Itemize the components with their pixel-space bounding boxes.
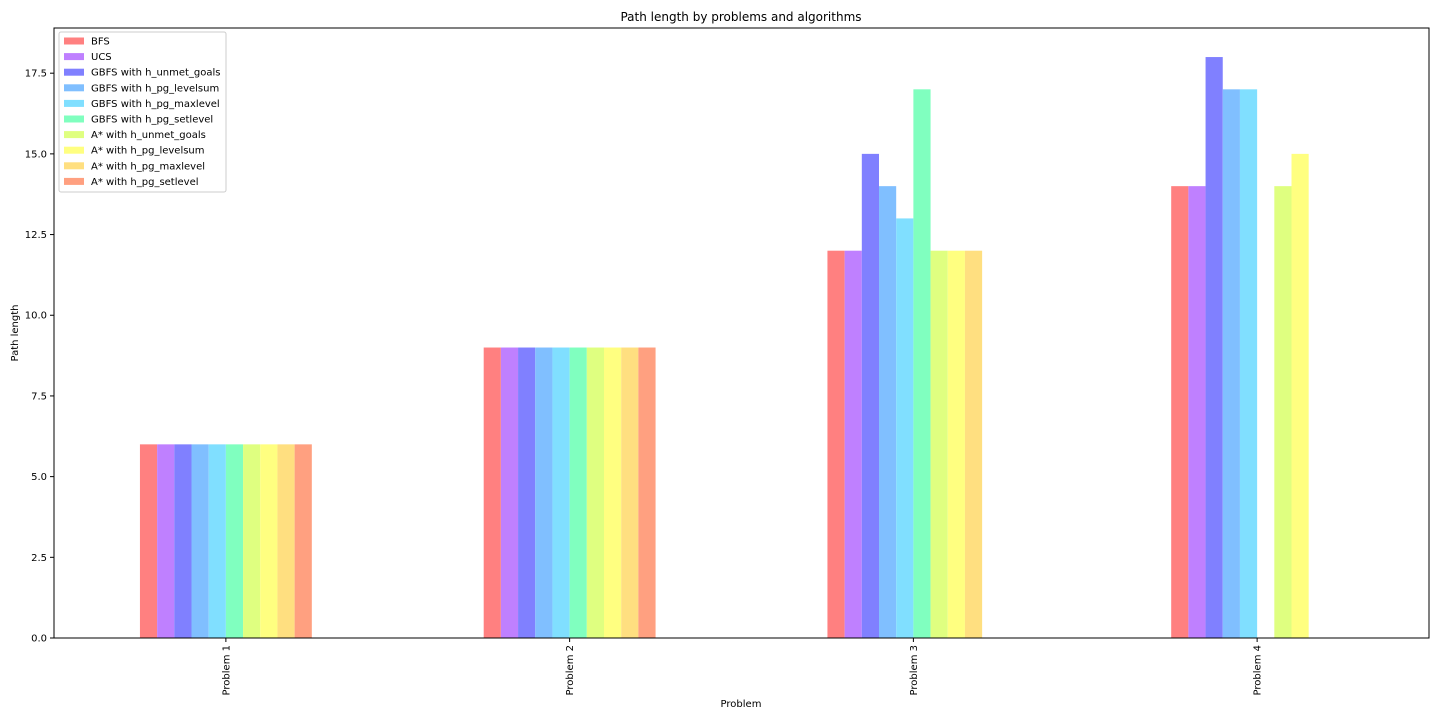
- y-tick-label: 10.0: [25, 311, 47, 322]
- legend-label: A* with h_pg_maxlevel: [91, 161, 205, 172]
- bar: [294, 444, 312, 638]
- bar: [947, 250, 965, 638]
- y-tick-label: 12.5: [25, 230, 47, 241]
- bar: [260, 444, 278, 638]
- bar: [191, 444, 209, 638]
- legend-label: GBFS with h_unmet_goals: [91, 68, 221, 79]
- legend-label: BFS: [91, 37, 110, 48]
- bar: [604, 347, 622, 638]
- bar: [621, 347, 639, 638]
- chart-title: Path length by problems and algorithms: [620, 10, 861, 24]
- y-tick-label: 0.0: [31, 634, 47, 645]
- bar: [225, 444, 244, 638]
- legend-label: A* with h_unmet_goals: [91, 130, 206, 141]
- x-axis-label: Problem: [721, 699, 762, 710]
- y-tick-label: 2.5: [31, 553, 47, 564]
- bar: [896, 218, 914, 639]
- bar: [879, 186, 897, 638]
- bar: [518, 347, 536, 638]
- legend-label: GBFS with h_pg_setlevel: [91, 115, 213, 126]
- legend-swatch: [64, 131, 84, 139]
- bar: [1222, 89, 1240, 638]
- bar: [930, 250, 948, 638]
- x-tick-label: Problem 1: [221, 645, 232, 695]
- legend-swatch: [64, 84, 84, 92]
- bar: [552, 347, 570, 638]
- y-tick-label: 7.5: [31, 391, 47, 402]
- bar: [913, 89, 931, 638]
- bar: [964, 250, 983, 638]
- x-tick-label: Problem 3: [909, 645, 920, 695]
- legend-swatch: [64, 177, 84, 185]
- legend-label: GBFS with h_pg_maxlevel: [91, 99, 220, 110]
- bar: [827, 250, 845, 638]
- bars-layer: [139, 57, 1309, 639]
- legend: BFS UCS GBFS with h_unmet_goals GBFS with h…: [58, 31, 227, 193]
- plot-frame: [53, 27, 1430, 639]
- y-axis-label: Path length: [10, 304, 21, 361]
- y-tick-label: 15.0: [25, 149, 47, 160]
- legend-swatch: [64, 68, 84, 76]
- y-tick-label: 17.5: [25, 69, 47, 80]
- x-tick-label: Problem 2: [565, 645, 576, 695]
- bar: [1205, 57, 1223, 639]
- legend-swatch: [64, 99, 84, 107]
- bar: [844, 250, 862, 638]
- legend-label: GBFS with h_pg_levelsum: [91, 83, 219, 94]
- bar: [483, 347, 501, 638]
- legend-label: UCS: [91, 52, 112, 63]
- bar: [500, 347, 519, 638]
- bar: [1239, 89, 1258, 638]
- bar: [139, 444, 158, 638]
- bar: [277, 444, 295, 638]
- bar: [1274, 186, 1292, 638]
- legend-box: [58, 31, 227, 193]
- bar: [861, 153, 879, 638]
- legend-label: A* with h_pg_setlevel: [91, 177, 199, 188]
- y-tick-label: 5.0: [31, 472, 47, 483]
- legend-swatch: [64, 115, 84, 123]
- bar: [157, 444, 175, 638]
- legend-swatch: [64, 146, 84, 154]
- bar: [1171, 186, 1189, 638]
- bar: [243, 444, 261, 638]
- legend-swatch: [64, 162, 84, 170]
- legend-swatch: [64, 37, 84, 45]
- bar: [1291, 153, 1309, 638]
- x-axis: Problem 1 Problem 2 Problem 3 Problem 4: [221, 638, 1264, 695]
- bar: [174, 444, 192, 638]
- bar: [208, 444, 226, 638]
- bar: [638, 347, 656, 638]
- bar: [586, 347, 604, 638]
- x-tick-label: Problem 4: [1253, 645, 1264, 695]
- bar: [535, 347, 553, 638]
- y-axis: 0.0 2.5 5.0 7.5 10.0 12.5 15.0 17.5: [25, 69, 54, 645]
- bar: [1188, 186, 1206, 638]
- legend-swatch: [64, 53, 84, 61]
- bar: [569, 347, 587, 638]
- legend-label: A* with h_pg_levelsum: [91, 146, 205, 157]
